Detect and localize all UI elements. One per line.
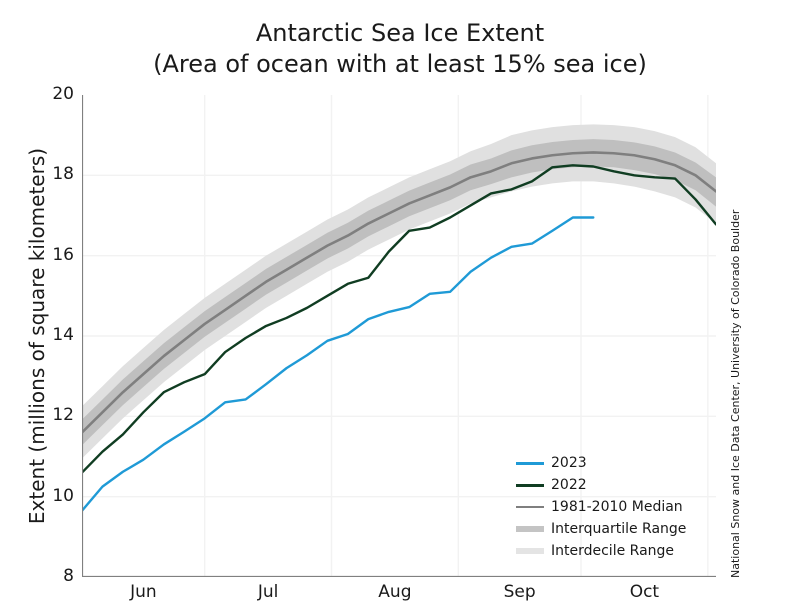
legend-item-label: 2022 (551, 477, 587, 493)
band-interdecile-range (82, 124, 716, 459)
legend-item-label: 1981-2010 Median (551, 499, 683, 515)
legend-swatch-icon (516, 548, 544, 554)
legend-swatch-icon (516, 483, 544, 487)
legend-item-label: 2023 (551, 455, 587, 471)
legend-item-label: Interquartile Range (551, 521, 687, 537)
legend-item: 1981-2010 Median (516, 496, 686, 518)
band-interquartile-range (82, 139, 716, 446)
y-tick-label: 8 (63, 566, 74, 586)
x-tick-label: Aug (378, 582, 412, 602)
legend-swatch-icon (516, 461, 544, 465)
legend-swatch-icon (516, 526, 544, 532)
x-tick-label: Oct (629, 582, 660, 602)
y-tick-label: 14 (52, 325, 74, 345)
y-tick-label: 18 (52, 164, 74, 185)
chart-title: Antarctic Sea Ice Extent (Area of ocean … (80, 18, 720, 80)
legend-item: Interdecile Range (516, 540, 686, 562)
legend-item: 2023 (516, 452, 686, 474)
legend-item: 2022 (516, 474, 686, 496)
series-line-2022 (82, 164, 716, 474)
y-tick-label: 16 (52, 244, 74, 265)
chart-title-line-1: Antarctic Sea Ice Extent (255, 19, 545, 47)
x-tick-label: Sep (503, 582, 536, 602)
chart-legend: 2023 2022 1981-2010 Median Interquartile Ra… (516, 452, 686, 562)
legend-swatch-icon (516, 506, 544, 508)
plot-svg (82, 95, 716, 577)
chart-title-line-2: (Area of ocean with at least 15% sea ice… (153, 50, 647, 78)
plot-area (82, 95, 716, 577)
y-tick-label: 12 (52, 405, 74, 426)
legend-item: Interquartile Range (516, 518, 686, 540)
y-tick-label: 20 (52, 84, 74, 104)
x-tick-label: Jul (257, 582, 279, 602)
series-line-1981-2010-median (82, 151, 716, 434)
chart-credit: National Snow and Ice Data Center, Unive… (729, 209, 742, 578)
legend-item-label: Interdecile Range (551, 543, 675, 559)
series-line-2023 (82, 216, 595, 512)
x-tick-label: Jun (130, 582, 157, 602)
y-tick-label: 10 (52, 485, 74, 506)
